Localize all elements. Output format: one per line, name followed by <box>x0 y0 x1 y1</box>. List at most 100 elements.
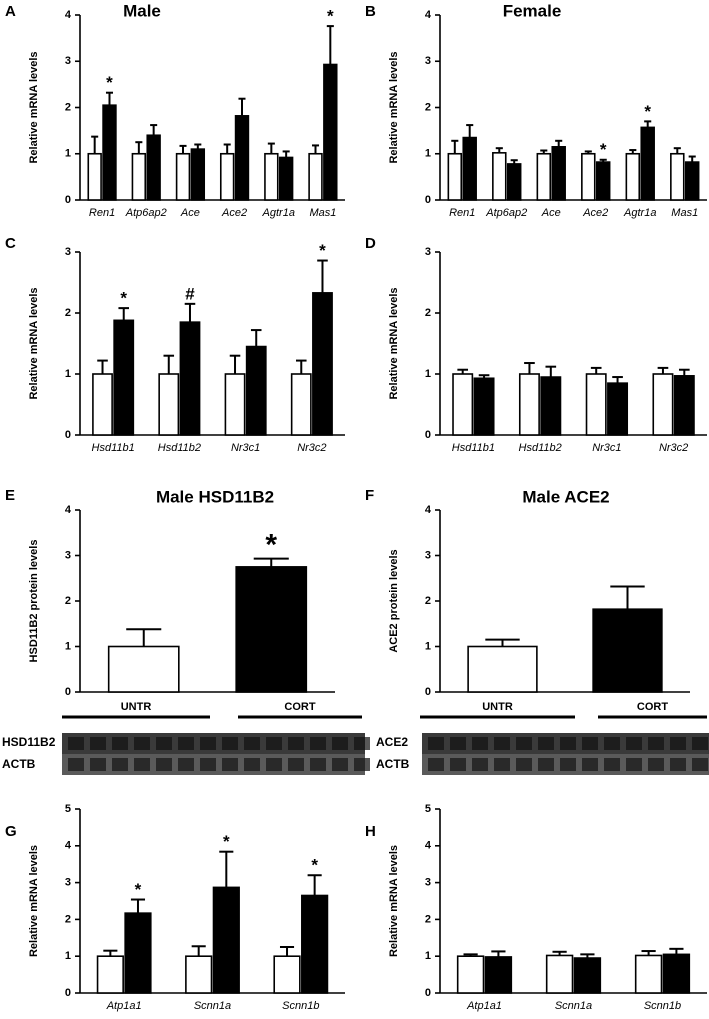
bar <box>87 152 102 201</box>
blot-lane <box>516 758 532 771</box>
y-tick-label: 1 <box>425 368 431 380</box>
y-tick-label: 5 <box>65 803 71 815</box>
blot-lane <box>560 737 576 750</box>
y-tick-label: 2 <box>425 101 431 113</box>
bar <box>573 957 602 994</box>
blot-lane <box>332 737 348 750</box>
bar <box>456 955 485 994</box>
blot-lane <box>200 758 216 771</box>
y-tick-label: 1 <box>65 640 71 652</box>
bar <box>467 645 538 693</box>
y-tick-label: 3 <box>425 55 431 67</box>
blot-lane <box>288 758 304 771</box>
x-tick-label: Nr3c2 <box>659 442 688 454</box>
x-tick-label: Ace <box>180 207 200 219</box>
blot-lane <box>692 758 708 771</box>
bar <box>473 377 495 436</box>
blot-lane <box>582 737 598 750</box>
bar <box>670 152 685 201</box>
x-tick-label: Atp1a1 <box>466 1000 502 1012</box>
x-tick-label: Scnn1b <box>644 1000 681 1012</box>
bar <box>92 373 113 436</box>
y-tick-label: 2 <box>425 595 431 607</box>
blot-lane <box>538 737 554 750</box>
x-tick-label: Mas1 <box>309 207 336 219</box>
y-tick-label: 3 <box>425 246 431 258</box>
blot-lane <box>538 758 554 771</box>
bar <box>219 152 235 201</box>
bar <box>308 152 323 201</box>
x-tick-label: Agtr1a <box>623 207 656 219</box>
y-tick-label: 0 <box>425 686 431 698</box>
blot-lane <box>134 758 150 771</box>
y-tick-label: 3 <box>65 549 71 561</box>
blot-lane <box>670 737 686 750</box>
bar <box>540 376 562 436</box>
bar <box>652 373 674 436</box>
blot-lane <box>494 737 510 750</box>
significance-mark: * <box>644 102 651 121</box>
blot-lane <box>354 737 370 750</box>
blot-label: ACTB <box>376 757 410 771</box>
x-tick-label: Scnn1a <box>555 1000 592 1012</box>
blot-lane <box>68 758 84 771</box>
bar <box>625 152 641 201</box>
x-tick-label: Mas1 <box>671 207 698 219</box>
bar <box>634 954 663 994</box>
blot-lane <box>626 737 642 750</box>
blot-lane <box>90 737 106 750</box>
y-tick-label: 3 <box>65 246 71 258</box>
y-tick-label: 0 <box>65 194 71 206</box>
bar <box>175 152 191 201</box>
blot-lane <box>266 758 282 771</box>
bar <box>484 956 513 994</box>
blot-lane <box>244 737 260 750</box>
blot-lane <box>332 758 348 771</box>
y-tick-label: 2 <box>65 913 71 925</box>
bar <box>264 152 279 201</box>
blot-lane <box>156 758 172 771</box>
y-tick-label: 1 <box>65 950 71 962</box>
x-tick-label: Scnn1a <box>194 1000 231 1012</box>
bar <box>107 645 180 693</box>
bar <box>640 126 655 201</box>
bar <box>278 156 294 201</box>
blot-lane <box>244 758 260 771</box>
blot-lane <box>288 737 304 750</box>
panel-label: G <box>5 823 17 840</box>
blot-lane <box>648 758 664 771</box>
panel-label: F <box>365 487 374 504</box>
y-tick-label: 3 <box>65 877 71 889</box>
group-label: CORT <box>284 701 315 713</box>
blot-lane <box>428 737 444 750</box>
bar <box>536 152 552 201</box>
blot-lane <box>582 758 598 771</box>
blot-lane <box>222 737 238 750</box>
bar <box>224 373 246 436</box>
bar <box>235 566 308 693</box>
blot-lane <box>472 758 488 771</box>
x-tick-label: Ren1 <box>89 207 115 219</box>
bar <box>179 321 201 436</box>
blot-lane <box>450 758 466 771</box>
bar <box>673 375 695 436</box>
y-tick-label: 1 <box>425 950 431 962</box>
bar <box>290 373 312 436</box>
y-axis-label: HSD11B2 protein levels <box>28 540 40 663</box>
x-tick-label: Nr3c1 <box>592 442 621 454</box>
y-axis-label: Relative mRNA levels <box>28 51 40 163</box>
blot-lane <box>68 737 84 750</box>
bar <box>506 163 522 201</box>
x-tick-label: Agtr1a <box>262 207 295 219</box>
bar <box>124 912 152 994</box>
blot-lane <box>428 758 444 771</box>
y-tick-label: 4 <box>65 504 72 516</box>
y-tick-label: 3 <box>425 877 431 889</box>
blot-lane <box>112 758 128 771</box>
bar <box>146 134 161 201</box>
x-tick-label: Atp6ap2 <box>485 207 527 219</box>
bar <box>684 161 700 201</box>
bar <box>273 955 301 994</box>
significance-mark: * <box>106 73 113 92</box>
x-tick-label: Ace <box>541 207 561 219</box>
